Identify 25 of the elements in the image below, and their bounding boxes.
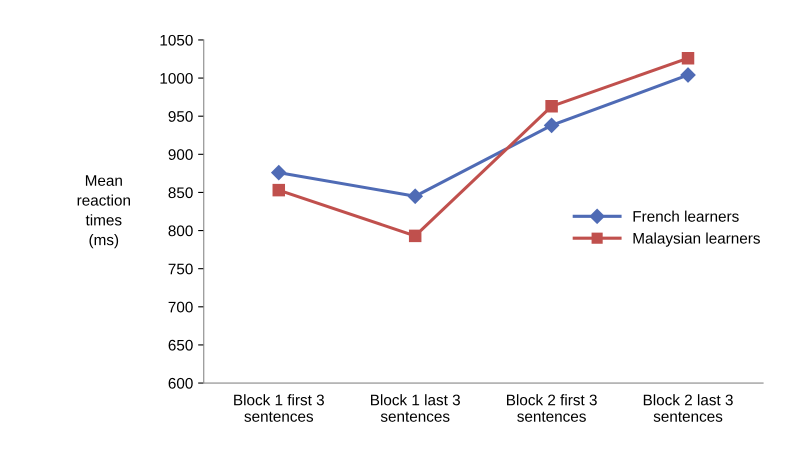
- y-tick-label: 800: [168, 225, 193, 236]
- y-tick-label: 1000: [160, 72, 193, 84]
- y-tick-label: 900: [168, 149, 193, 160]
- point: [271, 165, 286, 180]
- y-tick-label: 850: [168, 187, 193, 198]
- x-tick-label: Block 1 last 3 sentences: [371, 394, 460, 422]
- x-tick-label: Block 1 first 3 sentences: [234, 394, 324, 422]
- y-tick-label: 1050: [160, 34, 193, 46]
- y-tick-label: 700: [168, 302, 193, 312]
- point: [545, 100, 558, 113]
- point: [408, 230, 422, 242]
- point: [408, 188, 423, 204]
- x-tick-label: Block 2 last 3 sentences: [644, 394, 733, 422]
- point: [272, 184, 286, 196]
- legend-label: Malaysian learners: [634, 232, 760, 247]
- y-tick-label: 950: [168, 111, 193, 122]
- legend-label: French learners: [634, 210, 739, 222]
- y-tick-label: 750: [168, 264, 193, 274]
- point: [680, 67, 696, 83]
- y-axis-title: Mean reaction times (ms): [78, 175, 130, 248]
- y-tick-label: 600: [168, 378, 193, 389]
- y-tick-label: 650: [168, 340, 193, 351]
- x-tick-label: Block 2 first 3 sentences: [507, 394, 597, 422]
- point: [682, 52, 694, 64]
- point: [544, 118, 560, 133]
